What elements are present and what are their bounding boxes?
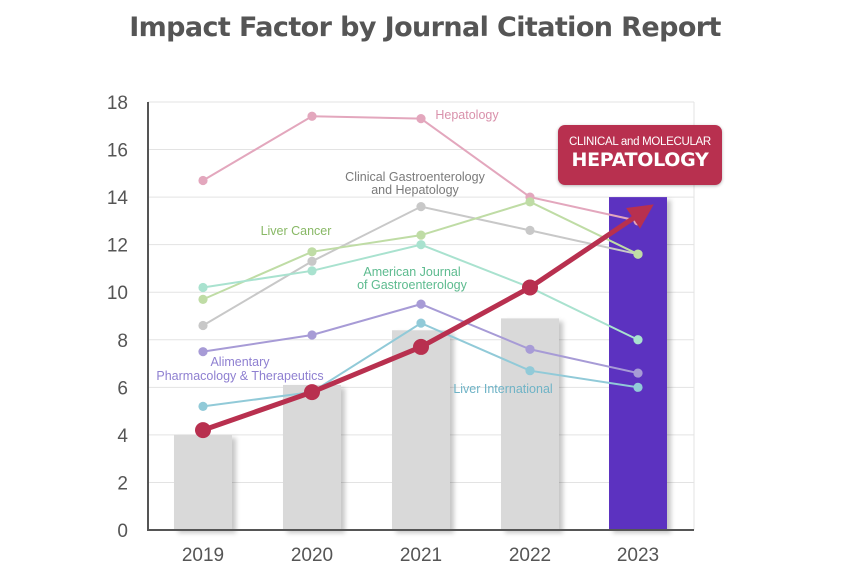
- bar-2021: [392, 330, 450, 530]
- chart-title: Impact Factor by Journal Citation Report: [129, 12, 721, 43]
- series-point: [633, 335, 643, 345]
- series-point: [416, 230, 426, 240]
- series-point: [198, 401, 208, 411]
- series-point: [525, 366, 535, 376]
- y-tick-label: 10: [107, 283, 128, 304]
- axes: 0 2 4 6 8 10 12 14 16 18 2019 2020 2021 2022 2023: [107, 93, 694, 566]
- series-labels: Hepatology Clinical Gastroenterology and H…: [156, 108, 552, 396]
- series-point: [525, 225, 535, 235]
- y-tick-label: 6: [117, 378, 128, 399]
- highlight-arrow: [528, 204, 654, 290]
- y-tick-label: 16: [107, 141, 128, 162]
- series-point: [416, 318, 426, 328]
- series-point: [307, 247, 317, 257]
- series-label: Liver Cancer: [261, 224, 332, 238]
- highlight-point: [413, 338, 429, 355]
- series-point: [198, 282, 208, 293]
- series-label: Alimentary Pharmacology & Therapeutics: [156, 355, 323, 383]
- x-tick-label: 2023: [617, 545, 659, 566]
- bar-2020: [283, 384, 341, 530]
- y-tick-label: 4: [117, 426, 128, 447]
- y-tick-label: 8: [117, 331, 128, 352]
- series-line: [198, 197, 643, 304]
- series-point: [198, 320, 208, 331]
- y-tick-label: 12: [107, 236, 128, 257]
- x-tick-label: 2019: [182, 545, 224, 566]
- badge-line1: CLINICAL and MOLECULAR: [569, 136, 711, 148]
- highlight-trend: [195, 204, 654, 439]
- series-point: [198, 347, 208, 357]
- series-point: [307, 266, 317, 276]
- series-point: [633, 368, 643, 378]
- series-point: [416, 202, 426, 212]
- series-point: [198, 294, 208, 304]
- series-point: [416, 114, 426, 124]
- y-tick-label: 18: [107, 93, 128, 114]
- clinical-molecular-hepatology-badge: CLINICAL and MOLECULAR HEPATOLOGY: [558, 125, 722, 185]
- series-line: [198, 202, 643, 331]
- series-label: Clinical Gastroenterology and Hepatology: [345, 170, 485, 197]
- bar-2019: [174, 434, 232, 530]
- y-tick-label: 14: [107, 188, 129, 209]
- highlight-point: [195, 422, 211, 439]
- series-point: [633, 382, 643, 392]
- series-point: [525, 197, 535, 207]
- series-point: [307, 111, 317, 121]
- bar-2023: [609, 197, 667, 530]
- x-tick-label: 2022: [509, 545, 551, 566]
- series-point: [525, 344, 535, 354]
- series-point: [416, 240, 426, 250]
- x-tick-label: 2021: [400, 545, 442, 566]
- series-point: [416, 299, 426, 309]
- highlight-path: [202, 285, 532, 433]
- series-point: [307, 256, 317, 266]
- x-tick-label: 2020: [291, 545, 333, 566]
- series-point: [307, 330, 317, 340]
- series-point: [198, 175, 208, 186]
- highlight-point: [522, 279, 538, 296]
- series-line: [198, 299, 643, 378]
- series-label: American Journal of Gastroenterology: [357, 265, 468, 292]
- badge-line2: HEPATOLOGY: [571, 149, 709, 171]
- y-tick-label: 0: [117, 521, 128, 542]
- y-tick-label: 2: [117, 473, 128, 494]
- series-label: Liver International: [453, 382, 552, 396]
- highlight-point: [304, 384, 320, 401]
- series-label: Hepatology: [435, 108, 499, 122]
- series-point: [633, 249, 643, 259]
